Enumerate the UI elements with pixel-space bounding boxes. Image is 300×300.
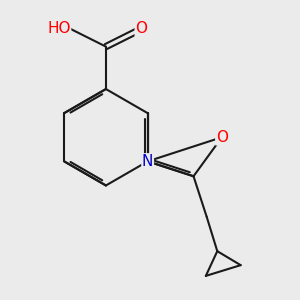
Text: HO: HO [47, 21, 70, 36]
Text: O: O [216, 130, 228, 145]
Text: O: O [135, 21, 147, 36]
Text: N: N [142, 154, 153, 169]
